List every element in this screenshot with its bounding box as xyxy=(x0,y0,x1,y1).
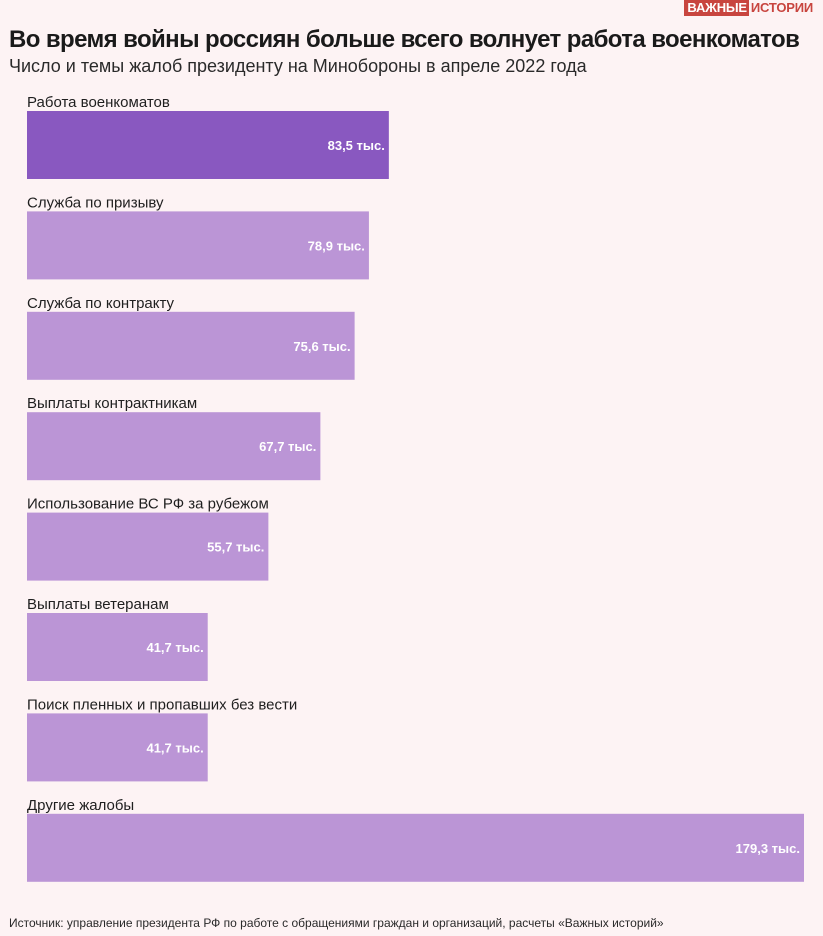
bar xyxy=(27,512,269,581)
category-label: Использование ВС РФ за рубежом xyxy=(27,496,269,513)
chart-title: Во время войны россиян больше всего волн… xyxy=(9,26,800,53)
category-label: Поиск пленных и пропавших без вести xyxy=(27,696,297,713)
category-label: Служба по призыву xyxy=(27,194,164,211)
value-label: 78,9 тыс. xyxy=(308,238,365,253)
value-label: 83,5 тыс. xyxy=(328,138,385,153)
bar xyxy=(27,613,208,681)
bar-chart: Работа военкоматов 83,5 тыс. Служба по при… xyxy=(27,94,804,882)
bar xyxy=(27,412,321,481)
bar xyxy=(27,211,369,280)
value-label: 67,7 тыс. xyxy=(259,439,316,454)
category-label: Служба по контракту xyxy=(27,295,175,312)
bar xyxy=(27,311,355,380)
category-label: Выплаты ветеранам xyxy=(27,596,169,613)
category-label: Другие жалобы xyxy=(27,797,134,814)
brand-logo: ВАЖНЫЕ ИСТОРИИ xyxy=(684,0,815,16)
category-label: Работа военкоматов xyxy=(27,94,170,111)
value-label: 75,6 тыс. xyxy=(293,339,350,354)
brand-logo-part1: ВАЖНЫЕ xyxy=(684,0,749,16)
category-label: Выплаты контрактникам xyxy=(27,395,197,412)
brand-logo-part2: ИСТОРИИ xyxy=(750,0,813,15)
bar xyxy=(27,713,208,782)
bar xyxy=(27,813,804,882)
value-label: 179,3 тыс. xyxy=(736,841,800,856)
chart-subtitle: Число и темы жалоб президенту на Минобор… xyxy=(9,56,587,76)
value-label: 55,7 тыс. xyxy=(207,540,264,555)
value-label: 41,7 тыс. xyxy=(146,640,203,655)
bar xyxy=(27,111,389,179)
value-label: 41,7 тыс. xyxy=(146,740,203,755)
source-note: Источник: управление президента РФ по ра… xyxy=(9,916,664,930)
